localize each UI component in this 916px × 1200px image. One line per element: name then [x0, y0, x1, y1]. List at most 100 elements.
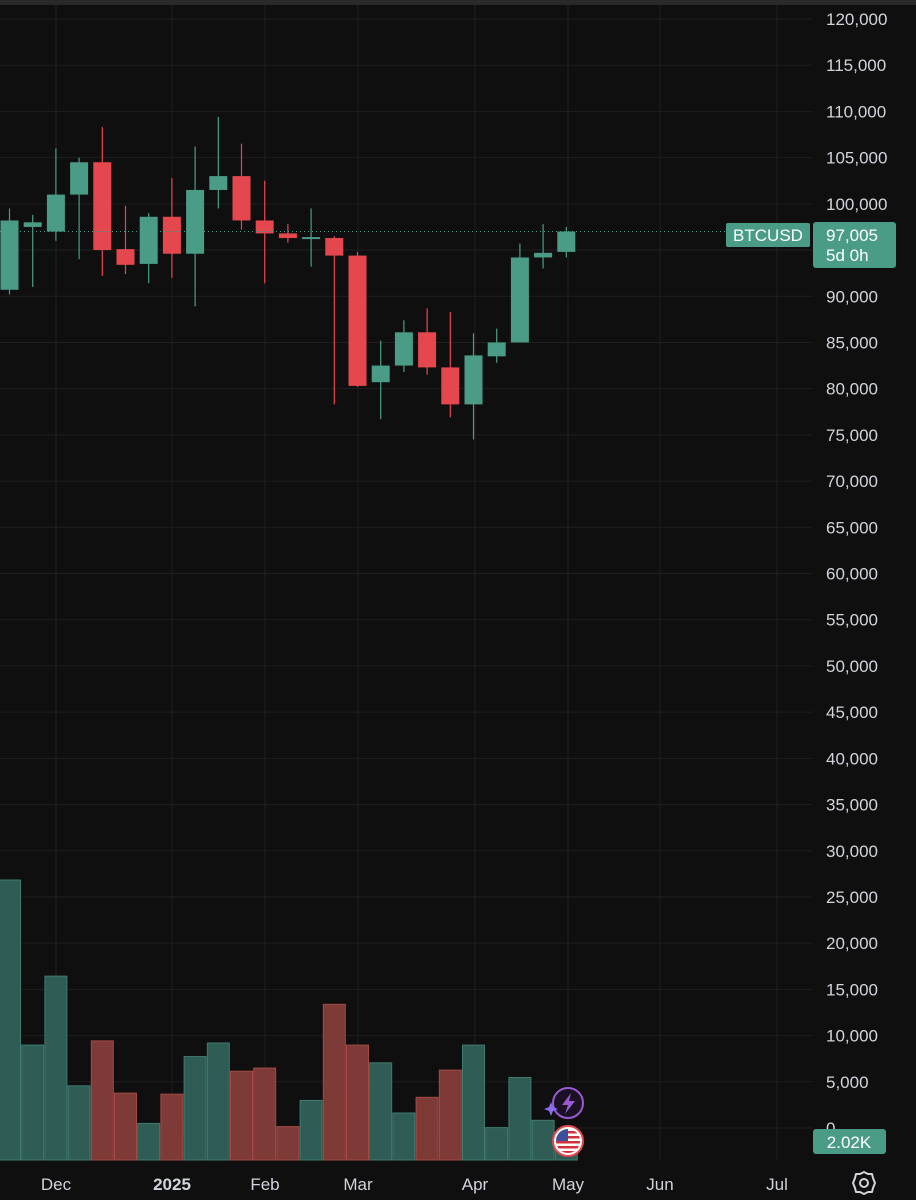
y-tick-label: 120,000: [826, 10, 887, 29]
symbol-label: BTCUSD: [733, 226, 803, 245]
y-tick-label: 30,000: [826, 842, 878, 861]
candle: [116, 205, 135, 275]
candle: [162, 177, 181, 278]
last-price-label: 97,005: [826, 226, 878, 245]
volume-badge-label: 2.02K: [827, 1133, 872, 1152]
price-axis[interactable]: 120,000 115,000 110,000 105,000 100,000 90,00…: [826, 10, 887, 1138]
top-border: [0, 0, 916, 5]
y-tick-label: 60,000: [826, 565, 878, 584]
candle-body: [441, 367, 460, 405]
volume-badge: 2.02K: [813, 1129, 886, 1154]
volume-bar: [392, 1112, 416, 1161]
y-tick-label: 20,000: [826, 934, 878, 953]
candle: [510, 243, 529, 343]
y-tick-label: 25,000: [826, 888, 878, 907]
volume-bar: [183, 1056, 207, 1161]
x-tick-label: Mar: [343, 1175, 373, 1194]
candle-body: [232, 176, 251, 221]
volume-bar: [90, 1040, 114, 1161]
volume-bar: [462, 1044, 485, 1161]
candle: [255, 180, 274, 284]
y-tick-label: 70,000: [826, 472, 878, 491]
y-tick-label: 115,000: [826, 56, 886, 75]
candle-body: [209, 176, 228, 190]
volume-bar: [485, 1127, 509, 1161]
candle: [325, 236, 344, 405]
candle-body: [418, 332, 437, 368]
candle: [232, 143, 251, 230]
x-tick-label: Jun: [646, 1175, 673, 1194]
candle-body: [487, 342, 506, 357]
y-tick-label: 10,000: [826, 1027, 878, 1046]
volume-bar: [369, 1062, 393, 1161]
candle-body: [70, 162, 89, 195]
candle-body: [464, 355, 483, 405]
candle-body: [534, 252, 553, 258]
us-flag-icon[interactable]: [552, 1125, 584, 1157]
y-tick-label: 55,000: [826, 611, 878, 630]
volume-bar: [230, 1070, 253, 1161]
volume-bar: [322, 1003, 346, 1161]
candle: [557, 226, 576, 258]
candle: [0, 208, 19, 295]
candle-body: [23, 222, 42, 227]
time-axis[interactable]: Dec 2025 Feb Mar Apr May Jun Jul: [41, 1175, 788, 1194]
volume-bar: [160, 1093, 184, 1161]
symbol-badge-bg: [726, 223, 810, 247]
candle: [418, 308, 437, 375]
x-tick-label: Jul: [766, 1175, 788, 1194]
y-tick-label: 110,000: [826, 102, 886, 121]
candle-body: [186, 189, 205, 254]
candle: [371, 340, 390, 420]
candle-body: [557, 231, 576, 252]
candle-body: [255, 220, 274, 234]
x-tick-label: Feb: [250, 1175, 279, 1194]
x-tick-label: May: [552, 1175, 585, 1194]
volume-bar: [438, 1069, 462, 1161]
price-candles: [0, 116, 576, 440]
candle-body: [139, 216, 158, 264]
volume-bars: [0, 879, 578, 1161]
y-tick-label: 5,000: [826, 1073, 869, 1092]
candle-body: [116, 249, 135, 265]
y-tick-label: 40,000: [826, 749, 878, 768]
last-price-badge-bg: [813, 222, 896, 268]
candle-body: [0, 220, 19, 290]
volume-bar: [137, 1122, 161, 1161]
volume-bar: [253, 1067, 277, 1161]
volume-bar: [206, 1042, 230, 1161]
volume-bar: [21, 1044, 45, 1161]
grid-lines: [0, 5, 812, 1160]
candle-body: [162, 216, 181, 254]
y-tick-label: 85,000: [826, 333, 878, 352]
volume-bar: [0, 879, 21, 1161]
candle-body: [348, 255, 367, 386]
y-tick-label: 50,000: [826, 657, 878, 676]
gear-icon[interactable]: [852, 1171, 876, 1195]
countdown-label: 5d 0h: [826, 246, 869, 265]
y-tick-label: 100,000: [826, 195, 887, 214]
candle: [278, 224, 297, 243]
candle-body: [93, 162, 112, 251]
candle-body: [371, 365, 390, 383]
volume-bar: [508, 1076, 532, 1161]
candle: [487, 328, 506, 363]
volume-bar: [44, 975, 68, 1161]
volume-bar: [114, 1092, 137, 1161]
y-tick-label: 90,000: [826, 287, 878, 306]
candle: [394, 320, 413, 373]
volume-bar: [346, 1044, 369, 1161]
candle: [348, 251, 367, 387]
candle-body: [510, 257, 529, 343]
candle-body: [302, 237, 321, 240]
candle: [139, 213, 158, 284]
x-tick-label: Dec: [41, 1175, 72, 1194]
volume-bar: [299, 1099, 323, 1161]
candle-body: [394, 332, 413, 366]
candle: [23, 214, 42, 288]
y-tick-label: 0: [826, 1119, 835, 1138]
lightning-icon[interactable]: [544, 1087, 584, 1119]
y-tick-label: 75,000: [826, 426, 878, 445]
candle: [186, 146, 205, 307]
